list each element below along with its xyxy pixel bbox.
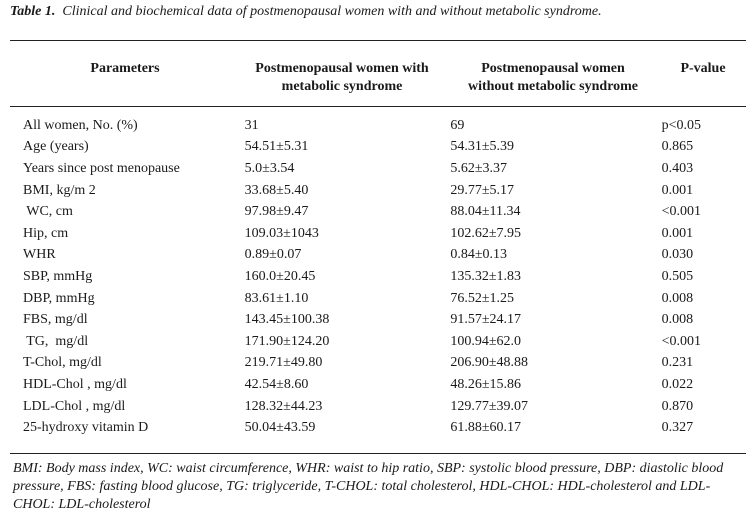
- parameter-cell: 25-hydroxy vitamin D: [23, 420, 149, 436]
- table-caption: Table 1. Clinical and biochemical data o…: [10, 4, 750, 20]
- parameter-cell: T-Chol, mg/dl: [23, 355, 102, 371]
- with-ms-cell: 83.61±1.10: [244, 290, 309, 306]
- top-rule: [10, 40, 746, 41]
- table-row: SBP, mmHg 160.0±20.45 135.32±1.83 0.505: [10, 266, 746, 288]
- parameter-cell: Hip, cm: [23, 225, 69, 241]
- without-ms-cell: 129.77±39.07: [450, 398, 529, 414]
- table-body: All women, No. (%) 31 69 p<0.05 Age (years) 5…: [10, 115, 746, 439]
- table-row: WC, cm 97.98±9.47 88.04±11.34 <0.001: [10, 201, 746, 223]
- p-value-cell: 0.231: [661, 355, 694, 371]
- parameter-cell: WC, cm: [23, 204, 73, 220]
- table-row: FBS, mg/dl 143.45±100.38 91.57±24.17 0.008: [10, 309, 746, 331]
- with-ms-cell: 109.03±1043: [244, 225, 319, 241]
- header-without-ms: Postmenopausal women without metabolic s…: [467, 61, 639, 94]
- without-ms-cell: 69: [450, 117, 465, 133]
- table-row: Age (years) 54.51±5.31 54.31±5.39 0.865: [10, 137, 746, 159]
- p-value-cell: 0.870: [661, 398, 694, 414]
- data-table: All women, No. (%) 31 69 p<0.05 Age (years) 5…: [10, 115, 746, 439]
- parameter-cell: LDL-Chol , mg/dl: [23, 398, 126, 414]
- without-ms-cell: 29.77±5.17: [450, 182, 515, 198]
- with-ms-cell: 219.71±49.80: [244, 355, 323, 371]
- without-ms-cell: 102.62±7.95: [450, 225, 522, 241]
- without-ms-cell: 48.26±15.86: [450, 376, 522, 392]
- p-value-cell: 0.403: [661, 160, 694, 176]
- parameter-cell: Years since post menopause: [23, 160, 180, 176]
- table-row: 25-hydroxy vitamin D 50.04±43.59 61.88±60.…: [10, 417, 746, 439]
- parameter-cell: Age (years): [23, 139, 89, 155]
- with-ms-cell: 42.54±8.60: [244, 376, 309, 392]
- with-ms-cell: 128.32±44.23: [244, 398, 323, 414]
- with-ms-cell: 171.90±124.20: [244, 333, 330, 349]
- p-value-cell: 0.327: [661, 420, 694, 436]
- p-value-cell: <0.001: [661, 204, 701, 220]
- table-row: LDL-Chol , mg/dl 128.32±44.23 129.77±39.07…: [10, 396, 746, 418]
- with-ms-cell: 143.45±100.38: [244, 312, 330, 328]
- p-value-cell: p<0.05: [661, 117, 701, 133]
- without-ms-cell: 5.62±3.37: [450, 160, 508, 176]
- table-row: DBP, mmHg 83.61±1.10 76.52±1.25 0.008: [10, 288, 746, 310]
- table-row: T-Chol, mg/dl 219.71±49.80 206.90±48.88 0.2…: [10, 353, 746, 375]
- with-ms-cell: 33.68±5.40: [244, 182, 309, 198]
- table-row: BMI, kg/m 2 33.68±5.40 29.77±5.17 0.001: [10, 180, 746, 202]
- caption-label: Table 1.: [10, 4, 56, 19]
- header-with-ms: Postmenopausal women with metabolic synd…: [255, 61, 429, 94]
- p-value-cell: 0.505: [661, 268, 694, 284]
- with-ms-cell: 0.89±0.07: [244, 247, 302, 263]
- without-ms-cell: 76.52±1.25: [450, 290, 515, 306]
- parameter-cell: All women, No. (%): [23, 117, 138, 133]
- parameter-cell: DBP, mmHg: [23, 290, 95, 306]
- table-row: WHR 0.89±0.07 0.84±0.13 0.030: [10, 245, 746, 267]
- header-parameters: Parameters: [90, 61, 160, 76]
- caption-text: Clinical and biochemical data of postmen…: [62, 4, 602, 19]
- without-ms-cell: 0.84±0.13: [450, 247, 508, 263]
- table-footnote: BMI: Body mass index, WC: waist circumfe…: [13, 461, 724, 512]
- with-ms-cell: 31: [244, 117, 259, 133]
- table-row: Hip, cm 109.03±1043 102.62±7.95 0.001: [10, 223, 746, 245]
- p-value-cell: 0.001: [661, 182, 694, 198]
- with-ms-cell: 5.0±3.54: [244, 160, 295, 176]
- p-value-cell: 0.001: [661, 225, 694, 241]
- with-ms-cell: 50.04±43.59: [244, 420, 316, 436]
- with-ms-cell: 160.0±20.45: [244, 268, 316, 284]
- header-pvalue: P-value: [680, 61, 726, 76]
- without-ms-cell: 206.90±48.88: [450, 355, 529, 371]
- p-value-cell: 0.008: [661, 312, 694, 328]
- parameter-cell: SBP, mmHg: [23, 268, 93, 284]
- without-ms-cell: 54.31±5.39: [450, 139, 515, 155]
- table-row: HDL-Chol , mg/dl 42.54±8.60 48.26±15.86 0.0…: [10, 374, 746, 396]
- without-ms-cell: 135.32±1.83: [450, 268, 522, 284]
- with-ms-cell: 97.98±9.47: [244, 204, 309, 220]
- with-ms-cell: 54.51±5.31: [244, 139, 309, 155]
- parameter-cell: BMI, kg/m 2: [23, 182, 96, 198]
- bottom-rule: [10, 453, 746, 454]
- parameter-cell: HDL-Chol , mg/dl: [23, 376, 127, 392]
- table-row: All women, No. (%) 31 69 p<0.05: [10, 115, 746, 137]
- p-value-cell: 0.030: [661, 247, 694, 263]
- parameter-cell: WHR: [23, 247, 56, 263]
- without-ms-cell: 88.04±11.34: [450, 204, 521, 220]
- without-ms-cell: 61.88±60.17: [450, 420, 522, 436]
- without-ms-cell: 91.57±24.17: [450, 312, 522, 328]
- header-rule: [10, 106, 746, 107]
- p-value-cell: 0.008: [661, 290, 694, 306]
- p-value-cell: <0.001: [661, 333, 701, 349]
- table-row: TG, mg/dl 171.90±124.20 100.94±62.0 <0.001: [10, 331, 746, 353]
- without-ms-cell: 100.94±62.0: [450, 333, 522, 349]
- p-value-cell: 0.865: [661, 139, 694, 155]
- table-row: Years since post menopause 5.0±3.54 5.62±3…: [10, 158, 746, 180]
- p-value-cell: 0.022: [661, 376, 694, 392]
- parameter-cell: TG, mg/dl: [23, 333, 89, 349]
- parameter-cell: FBS, mg/dl: [23, 312, 88, 328]
